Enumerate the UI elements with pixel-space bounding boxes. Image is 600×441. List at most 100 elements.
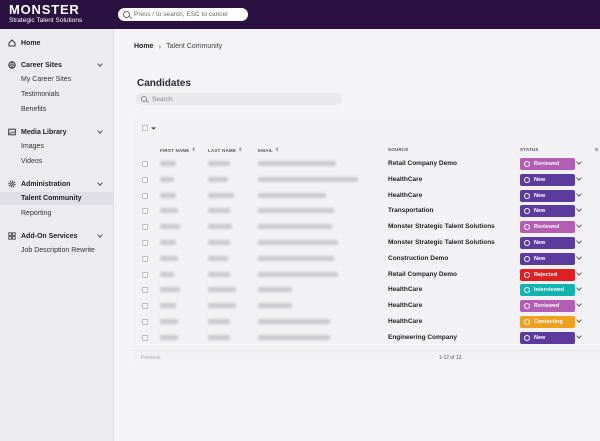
row-checkbox[interactable] xyxy=(142,176,148,183)
status-dropdown-chevron-icon[interactable] xyxy=(576,285,582,292)
sidebar-item-home[interactable]: Home xyxy=(0,36,114,50)
status-dropdown-chevron-icon[interactable] xyxy=(576,301,582,308)
breadcrumb-home[interactable]: Home xyxy=(134,43,154,50)
redacted-email xyxy=(258,240,338,245)
row-checkbox[interactable] xyxy=(142,208,148,215)
column-header-source[interactable]: SOURCE xyxy=(388,147,408,152)
column-header-extra[interactable]: S xyxy=(595,147,598,152)
status-dropdown-chevron-icon[interactable] xyxy=(576,253,582,260)
status-badge[interactable]: Reviewed xyxy=(520,300,575,313)
column-header-label: LAST NAME xyxy=(208,147,237,153)
select-all-control[interactable] xyxy=(142,124,156,131)
status-dropdown-chevron-icon[interactable] xyxy=(576,159,582,165)
redacted-last-name xyxy=(208,208,230,214)
table-row[interactable]: HealthCare New xyxy=(133,188,600,204)
chevron-down-icon[interactable] xyxy=(97,232,103,238)
table-row[interactable]: HealthCare Contacting xyxy=(133,314,600,330)
sidebar-item-reporting[interactable]: Reporting xyxy=(21,210,52,217)
monster-logo[interactable]: MONSTER Strategic Talent Solutions xyxy=(9,3,82,25)
row-checkbox[interactable] xyxy=(142,334,148,341)
table-row[interactable]: Monster Strategic Talent Solutions Review… xyxy=(133,219,600,235)
status-dropdown-chevron-icon[interactable] xyxy=(576,206,582,213)
status-dropdown-chevron-icon[interactable] xyxy=(576,190,582,197)
chevron-down-icon[interactable] xyxy=(97,128,103,134)
table-row[interactable]: Construction Demo New xyxy=(133,251,600,267)
sidebar-section-administration[interactable]: Administration xyxy=(0,177,114,191)
source-cell: Engineering Company xyxy=(388,333,457,341)
row-checkbox[interactable] xyxy=(142,255,148,262)
column-header-last-name[interactable]: LAST NAME ⬍ xyxy=(208,147,242,153)
previous-page-button[interactable]: Previous xyxy=(141,355,161,361)
table-row[interactable]: Retail Company Demo Rejected xyxy=(133,267,600,283)
status-badge[interactable]: Contacting xyxy=(520,316,575,328)
row-checkbox[interactable] xyxy=(142,287,148,294)
table-row[interactable]: Transportation New xyxy=(133,203,600,219)
status-label: Rejected xyxy=(534,271,557,278)
status-icon xyxy=(524,176,530,183)
table-row[interactable]: Engineering Company New xyxy=(133,330,600,346)
column-header-status[interactable]: STATUS xyxy=(520,147,539,152)
status-icon xyxy=(524,271,530,278)
sidebar-item-talent-community[interactable]: Talent Community xyxy=(0,192,114,205)
chevron-down-icon[interactable] xyxy=(151,124,156,130)
table-row[interactable]: HealthCare Reviewed xyxy=(133,298,600,314)
status-label: New xyxy=(534,334,546,341)
status-dropdown-chevron-icon[interactable] xyxy=(576,174,582,181)
chevron-down-icon[interactable] xyxy=(97,61,103,67)
sidebar-item-testimonials[interactable]: Testimonials xyxy=(21,91,60,98)
sidebar-section-media-library[interactable]: Media Library xyxy=(0,125,114,139)
sidebar-section-career-sites[interactable]: Career Sites xyxy=(0,58,114,72)
sidebar-item-images[interactable]: Images xyxy=(21,143,44,150)
sort-icon: ⬍ xyxy=(238,147,243,153)
row-checkbox[interactable] xyxy=(142,319,148,325)
status-badge[interactable]: New xyxy=(520,205,575,218)
source-cell: HealthCare xyxy=(388,175,423,183)
global-search[interactable] xyxy=(118,8,248,21)
sidebar-section-addon-services[interactable]: Add-On Services xyxy=(0,229,114,243)
row-checkbox[interactable] xyxy=(142,161,148,167)
sidebar-item-benefits[interactable]: Benefits xyxy=(21,106,47,113)
status-badge[interactable]: Interviewed xyxy=(520,284,575,297)
table-row[interactable]: HealthCare New xyxy=(133,172,600,188)
status-dropdown-chevron-icon[interactable] xyxy=(576,332,582,339)
row-checkbox[interactable] xyxy=(142,192,148,199)
row-checkbox[interactable] xyxy=(142,303,148,310)
candidate-search-input[interactable] xyxy=(152,95,332,103)
status-badge[interactable]: Rejected xyxy=(520,268,575,281)
sidebar-item-my-career-sites[interactable]: My Career Sites xyxy=(21,76,72,83)
global-search-input[interactable] xyxy=(134,11,244,18)
table-row[interactable]: Monster Strategic Talent Solutions New xyxy=(133,235,600,251)
status-badge[interactable]: New xyxy=(520,252,575,265)
status-label: Reviewed xyxy=(534,161,560,167)
source-cell: Retail Company Demo xyxy=(388,160,457,167)
column-header-first-name[interactable]: FIRST NAME ⬍ xyxy=(160,147,196,153)
redacted-last-name xyxy=(208,224,232,230)
status-dropdown-chevron-icon[interactable] xyxy=(576,269,582,276)
status-dropdown-chevron-icon[interactable] xyxy=(576,222,582,229)
table-row[interactable]: Retail Company Demo Reviewed xyxy=(133,156,600,172)
row-checkbox[interactable] xyxy=(142,240,148,246)
sidebar-item-videos[interactable]: Videos xyxy=(21,158,43,165)
redacted-first-name xyxy=(160,303,176,309)
redacted-email xyxy=(258,334,330,340)
redacted-email xyxy=(258,224,332,230)
status-badge[interactable]: Reviewed xyxy=(520,158,575,170)
breadcrumb: Home › Talent Community xyxy=(134,42,222,51)
sidebar-item-job-description-rewrite[interactable]: Job Description Rewrite xyxy=(21,247,95,254)
status-dropdown-chevron-icon[interactable] xyxy=(576,317,582,323)
status-badge[interactable]: Reviewed xyxy=(520,221,575,234)
row-checkbox[interactable] xyxy=(142,224,148,231)
table-row[interactable]: HealthCare Interviewed xyxy=(133,282,600,298)
status-badge[interactable]: New xyxy=(520,189,575,202)
status-badge[interactable]: New xyxy=(520,331,575,344)
status-dropdown-chevron-icon[interactable] xyxy=(576,238,582,244)
candidate-search[interactable] xyxy=(136,93,342,105)
row-checkbox[interactable] xyxy=(142,271,148,278)
chevron-down-icon[interactable] xyxy=(97,180,103,186)
image-icon xyxy=(8,128,16,136)
status-badge[interactable]: New xyxy=(520,173,575,186)
chevron-right-icon: › xyxy=(158,42,162,51)
select-all-checkbox[interactable] xyxy=(142,125,148,131)
status-badge[interactable]: New xyxy=(520,237,575,249)
column-header-email[interactable]: EMAIL ⬍ xyxy=(258,147,279,153)
